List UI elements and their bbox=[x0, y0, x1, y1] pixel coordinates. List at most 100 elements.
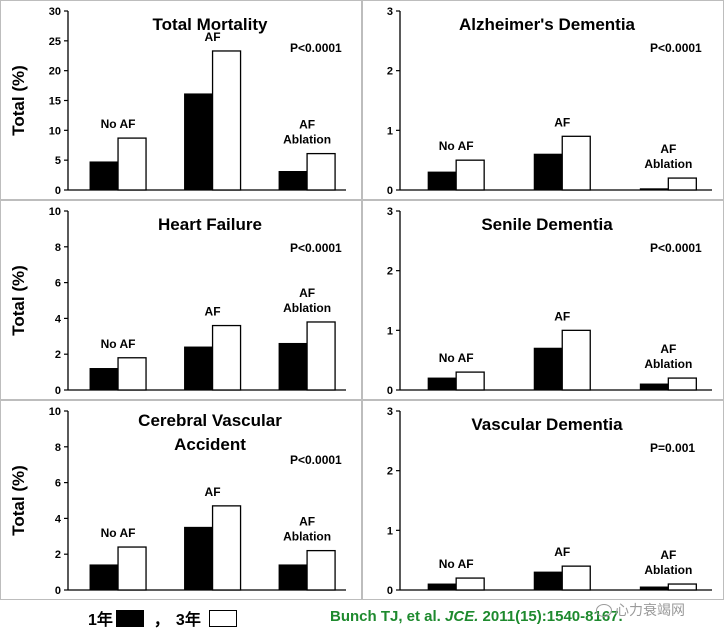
y-tick-label: 2 bbox=[387, 66, 393, 78]
legend-year1-swatch bbox=[115, 609, 144, 627]
panel-frame bbox=[0, 200, 362, 400]
bar-year1-af-ablation bbox=[278, 564, 308, 591]
chart-panel-total-mortality: 0 5 10 15 20 25 30 Total (%) Total Mortality P<0.… bbox=[0, 0, 362, 200]
y-tick-label: 1 bbox=[387, 525, 393, 537]
bar-year3-af-ablation bbox=[306, 152, 336, 191]
bar-year1-af-ablation bbox=[639, 586, 669, 591]
bar-year1-no-af bbox=[89, 564, 119, 591]
bar-year3-no-af bbox=[117, 357, 147, 391]
bar-year3-no-af bbox=[455, 159, 485, 191]
bar-year1-af-ablation bbox=[278, 171, 308, 191]
y-tick-label: 1 bbox=[387, 325, 393, 337]
chart-title: Senile Dementia bbox=[481, 215, 613, 234]
category-label: AF bbox=[554, 545, 570, 559]
bar-year3-af bbox=[211, 324, 242, 391]
y-tick-label: 2 bbox=[387, 466, 393, 478]
bar-year3-af bbox=[561, 565, 591, 591]
bar-year1-af-ablation bbox=[639, 383, 669, 391]
legend-year3-swatch bbox=[208, 609, 237, 627]
bar-year1-af-ablation bbox=[278, 342, 308, 391]
legend-separator: ， bbox=[153, 612, 170, 629]
y-tick-label: 10 bbox=[49, 125, 61, 137]
bar-year1-af bbox=[184, 526, 214, 591]
bar-year3-no-af bbox=[117, 546, 147, 591]
category-label: No AF bbox=[439, 351, 474, 365]
category-label: Ablation bbox=[283, 133, 331, 147]
watermark-text: 心力衰竭网 bbox=[615, 602, 685, 618]
bar-year1-no-af bbox=[89, 161, 119, 191]
y-tick-label: 30 bbox=[49, 6, 61, 18]
category-label: Ablation bbox=[644, 357, 692, 371]
bar-year1-no-af bbox=[427, 171, 457, 191]
category-label: Ablation bbox=[644, 157, 692, 171]
category-label: No AF bbox=[101, 526, 136, 540]
chat-bubble-icon bbox=[596, 603, 612, 617]
y-tick-label: 1 bbox=[387, 125, 393, 137]
y-tick-label: 3 bbox=[387, 6, 393, 18]
chart-title: Total Mortality bbox=[153, 15, 268, 34]
y-tick-label: 8 bbox=[55, 242, 61, 254]
y-tick-label: 0 bbox=[55, 585, 61, 597]
p-value: P=0.001 bbox=[650, 441, 695, 455]
citation-suffix: 2011(15):1540-8167. bbox=[478, 608, 623, 625]
y-tick-label: 0 bbox=[55, 385, 61, 397]
bar-year3-af-ablation bbox=[667, 377, 697, 391]
category-label: AF bbox=[299, 118, 315, 132]
bar-year1-af bbox=[533, 571, 563, 591]
y-tick-label: 0 bbox=[55, 185, 61, 197]
p-value: P<0.0001 bbox=[650, 241, 702, 255]
chart-title: Alzheimer's Dementia bbox=[459, 15, 636, 34]
legend-year3-label: 3年 bbox=[175, 612, 201, 629]
bar-year3-af-ablation bbox=[306, 321, 336, 391]
panel-frame bbox=[0, 0, 362, 200]
citation: Bunch TJ, et al. JCE. 2011(15):1540-8167… bbox=[330, 608, 623, 625]
p-value: P<0.0001 bbox=[290, 41, 342, 55]
bar-year3-no-af bbox=[117, 137, 147, 191]
y-tick-label: 4 bbox=[55, 313, 62, 325]
y-tick-label: 10 bbox=[49, 206, 61, 218]
y-tick-label: 25 bbox=[49, 36, 61, 48]
p-value: P<0.0001 bbox=[290, 241, 342, 255]
y-tick-label: 8 bbox=[55, 442, 61, 454]
legend: 1年 ， 3年 bbox=[88, 606, 237, 630]
bar-year3-af bbox=[211, 505, 242, 591]
category-label: Ablation bbox=[644, 563, 692, 577]
bar-year1-no-af bbox=[427, 583, 457, 591]
bar-year3-af-ablation bbox=[667, 583, 697, 591]
y-axis-label: Total (%) bbox=[9, 265, 28, 336]
chart-title: Cerebral Vascular bbox=[138, 411, 282, 430]
bar-year3-af-ablation bbox=[667, 177, 697, 191]
category-label: AF bbox=[205, 30, 221, 44]
y-tick-label: 3 bbox=[387, 206, 393, 218]
category-label: AF bbox=[205, 485, 221, 499]
p-value: P<0.0001 bbox=[650, 41, 702, 55]
y-tick-label: 5 bbox=[55, 155, 61, 167]
chart-panel-cerebral-vascular-accident: 0 2 4 6 8 10 Total (%) Cerebral Vascular Acciden… bbox=[0, 400, 362, 600]
category-label: AF bbox=[660, 342, 676, 356]
y-axis-label: Total (%) bbox=[9, 465, 28, 536]
legend-year1-label: 1年 bbox=[88, 612, 113, 629]
y-axis-label: Total (%) bbox=[9, 65, 28, 136]
category-label: No AF bbox=[439, 557, 474, 571]
bar-year1-no-af bbox=[89, 368, 119, 391]
y-tick-label: 0 bbox=[387, 185, 393, 197]
bar-year1-no-af bbox=[427, 377, 457, 391]
category-label: No AF bbox=[101, 337, 136, 351]
bar-year1-af-ablation bbox=[639, 188, 669, 191]
bar-year1-af bbox=[184, 93, 214, 191]
bar-year3-af bbox=[561, 329, 591, 391]
bar-year1-af bbox=[533, 153, 563, 191]
category-label: AF bbox=[660, 548, 676, 562]
category-label: No AF bbox=[101, 117, 136, 131]
y-tick-label: 15 bbox=[49, 96, 61, 108]
y-tick-label: 20 bbox=[49, 66, 61, 78]
category-label: Ablation bbox=[283, 301, 331, 315]
bar-year3-no-af bbox=[455, 371, 485, 391]
citation-prefix: Bunch TJ, et al. bbox=[330, 608, 446, 625]
y-tick-label: 2 bbox=[387, 266, 393, 278]
y-tick-label: 2 bbox=[55, 349, 61, 361]
chart-title: Heart Failure bbox=[158, 215, 262, 234]
